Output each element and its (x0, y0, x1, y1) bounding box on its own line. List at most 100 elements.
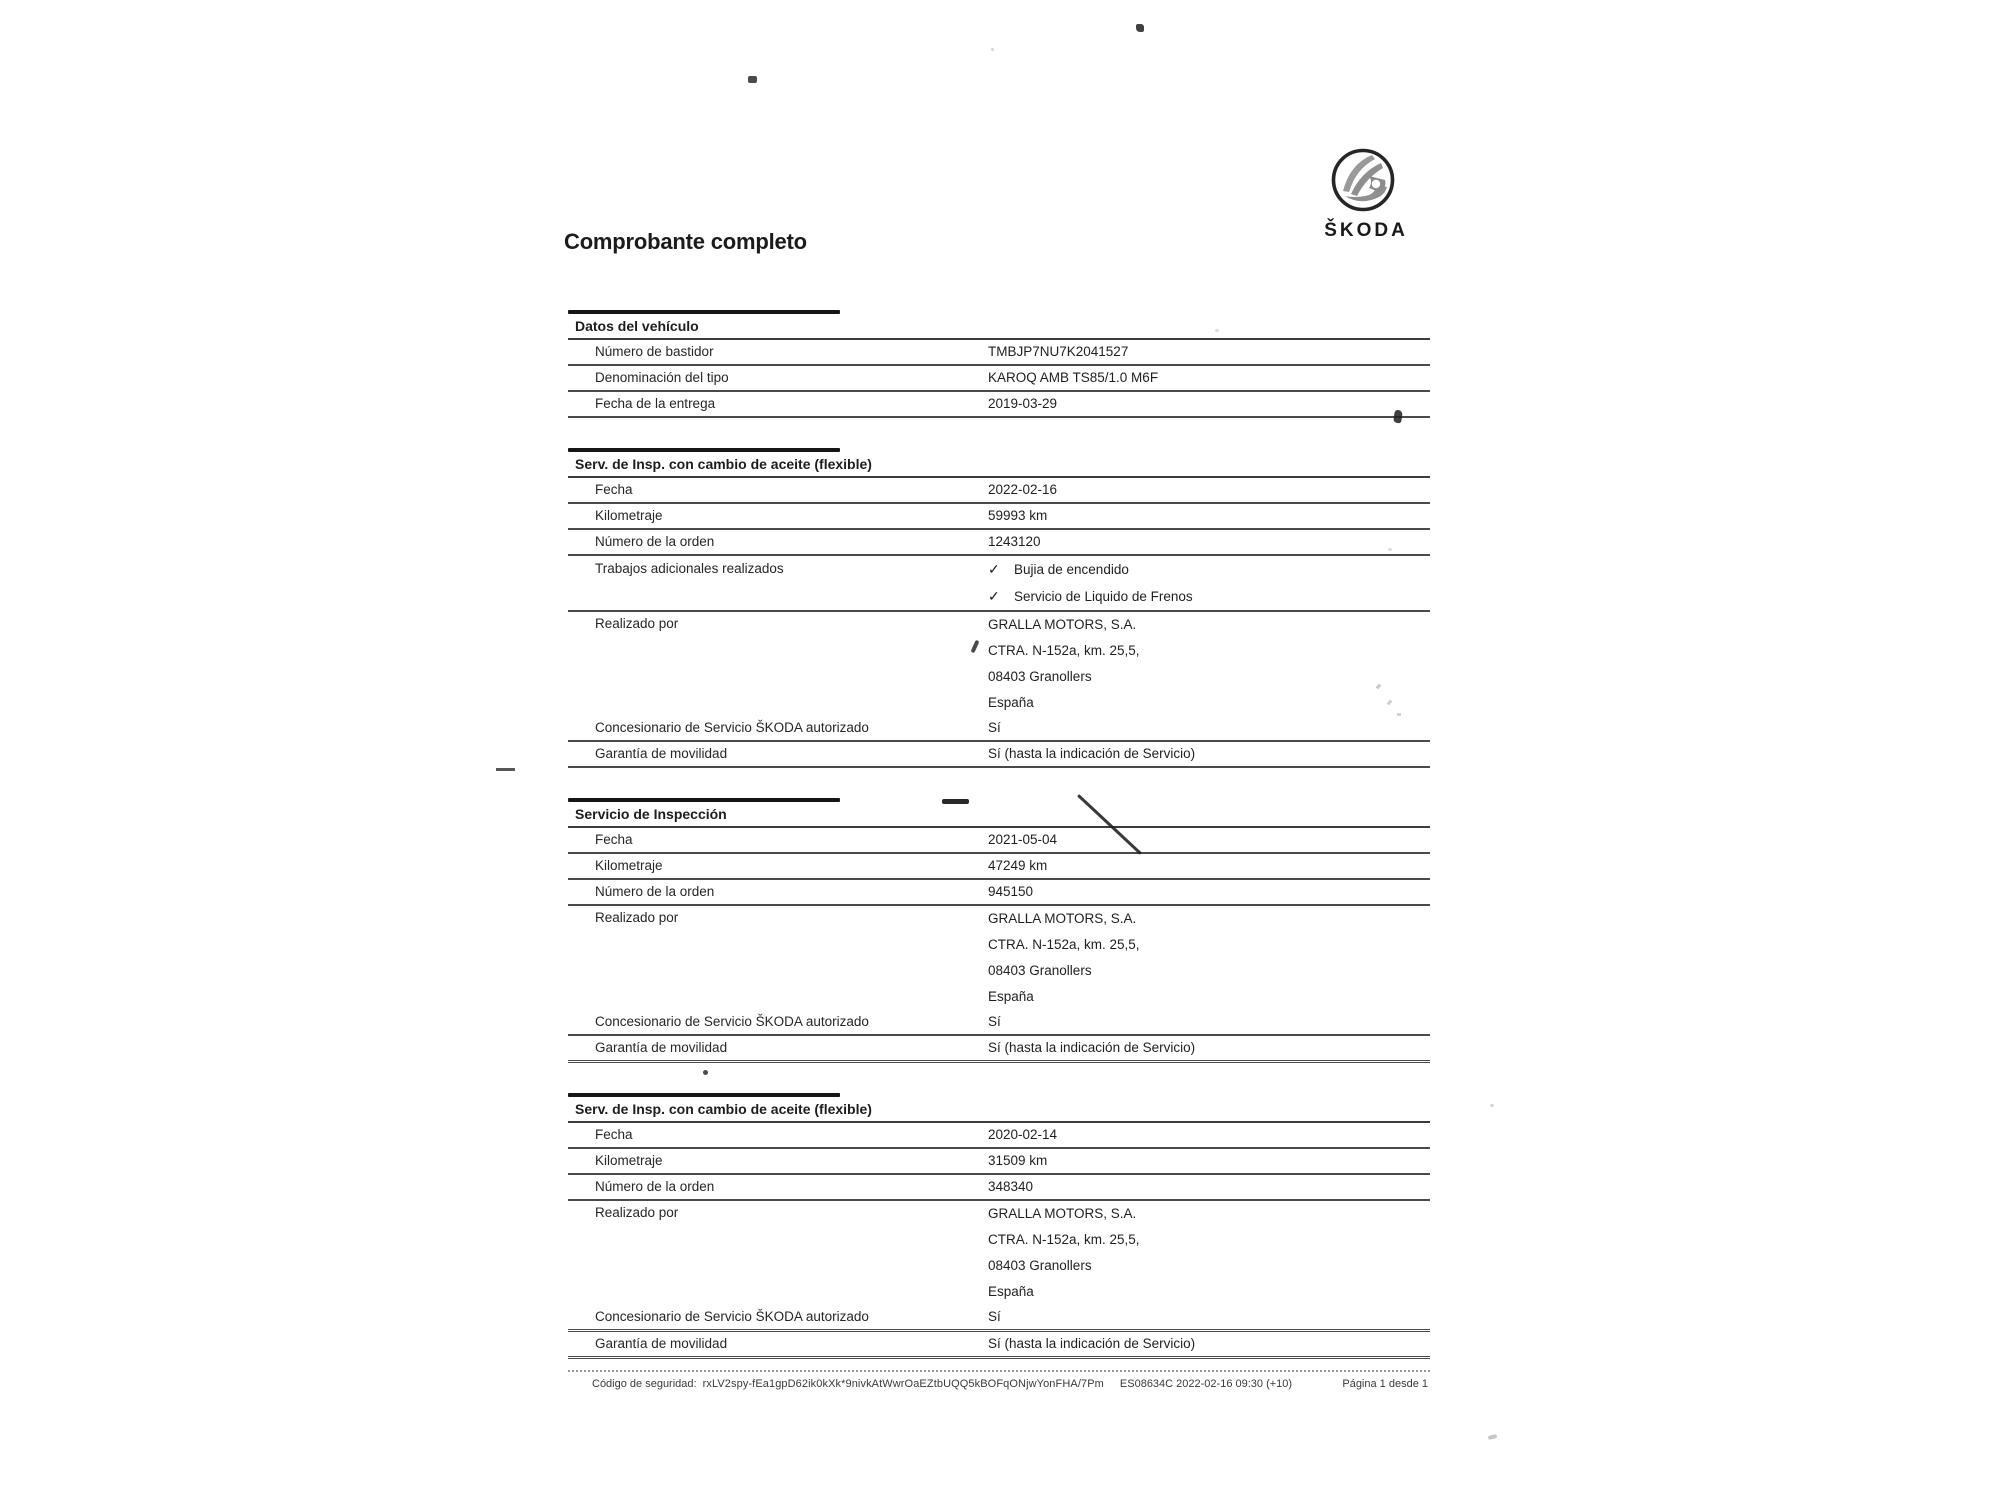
section-bar (568, 448, 840, 452)
pen-dash (496, 768, 515, 771)
address-line: GRALLA MOTORS, S.A. (988, 1206, 1137, 1221)
scan-mark (1215, 329, 1219, 332)
table-row-address: Realizado por GRALLA MOTORS, S.A. CTRA. … (568, 906, 1430, 1010)
check-icon: ✓ (988, 561, 1000, 577)
scan-mark (1388, 548, 1392, 551)
table-row: Concesionario de Servicio ŠKODA autoriza… (568, 1305, 1430, 1332)
row-label: Número de la orden (595, 534, 715, 549)
section-bar (568, 310, 840, 314)
scan-mark (748, 76, 757, 83)
row-value: GRALLA MOTORS, S.A. CTRA. N-152a, km. 25… (988, 612, 1430, 716)
table-row: Número de la orden 945150 (568, 880, 1430, 906)
row-label: Kilometraje (595, 508, 663, 523)
section-bar (568, 1093, 840, 1097)
row-value: Sí (hasta la indicación de Servicio) (988, 746, 1196, 761)
row-value: 47249 km (988, 858, 1048, 873)
row-label: Concesionario de Servicio ŠKODA autoriza… (595, 720, 869, 735)
address-line: GRALLA MOTORS, S.A. (988, 617, 1137, 632)
page-footer: Código de seguridad: rxLV2spy-fEa1gpD62i… (568, 1370, 1430, 1390)
table-row: Kilometraje 31509 km (568, 1149, 1430, 1175)
row-label: Número de la orden (595, 1179, 715, 1194)
row-value: TMBJP7NU7K2041527 (988, 344, 1129, 359)
row-label: Número de la orden (595, 884, 715, 899)
address-line: España (988, 1284, 1034, 1299)
row-label: Denominación del tipo (595, 370, 729, 385)
row-value: 2019-03-29 (988, 396, 1058, 411)
row-label: Garantía de movilidad (595, 1040, 728, 1055)
row-label: Garantía de movilidad (595, 1336, 728, 1351)
row-value: 2021-05-04 (988, 832, 1058, 847)
row-label: Realizado por (595, 616, 679, 631)
skoda-logo: ŠKODA (1325, 148, 1408, 241)
address-line: España (988, 695, 1034, 710)
scan-mark (991, 48, 994, 51)
address-line: CTRA. N-152a, km. 25,5, (988, 937, 1140, 952)
row-label: Fecha (595, 482, 633, 497)
row-value: Sí (hasta la indicación de Servicio) (988, 1040, 1196, 1055)
row-value: 31509 km (988, 1153, 1048, 1168)
table-row: Garantía de movilidad Sí (hasta la indic… (568, 1332, 1430, 1359)
table-row: Número de la orden 1243120 (568, 530, 1430, 556)
row-value: ✓ Bujia de encendido ✓ Servicio de Liquido… (988, 556, 1430, 610)
row-label: Realizado por (595, 1205, 679, 1220)
document-reference: ES08634C 2022-02-16 09:30 (+10) (1119, 1378, 1293, 1390)
address-line: 08403 Granollers (988, 1258, 1092, 1273)
security-code-label: Código de seguridad: (592, 1378, 697, 1390)
table-row: Denominación del tipo KAROQ AMB TS85/1.0… (568, 366, 1430, 392)
address-line: 08403 Granollers (988, 669, 1092, 684)
document-body: Comprobante completo Datos del vehículo … (564, 0, 1430, 1390)
row-label: Fecha de la entrega (595, 396, 716, 411)
row-label: Fecha (595, 832, 633, 847)
row-label: Kilometraje (595, 858, 663, 873)
address-line: CTRA. N-152a, km. 25,5, (988, 1232, 1140, 1247)
page-title: Comprobante completo (564, 229, 807, 254)
address-line: 08403 Granollers (988, 963, 1092, 978)
row-label: Garantía de movilidad (595, 746, 728, 761)
table-row: Fecha 2020-02-14 (568, 1123, 1430, 1149)
table-row: Kilometraje 59993 km (568, 504, 1430, 530)
row-value: Sí (988, 720, 1001, 735)
scan-mark (1397, 713, 1401, 716)
row-value: 348340 (988, 1179, 1034, 1194)
checklist-item-label: Bujia de encendido (1014, 562, 1129, 577)
row-value: KAROQ AMB TS85/1.0 M6F (988, 370, 1159, 385)
row-value: 2020-02-14 (988, 1127, 1058, 1142)
row-value: Sí (hasta la indicación de Servicio) (988, 1336, 1196, 1351)
table-row: Concesionario de Servicio ŠKODA autoriza… (568, 1010, 1430, 1036)
security-code-value: rxLV2spy-fEa1gpD62ik0kXk*9nivkAtWwrOaEZt… (702, 1378, 1104, 1390)
checklist-item-label: Servicio de Liquido de Frenos (1014, 589, 1193, 604)
pen-dash (942, 799, 969, 804)
address-line: CTRA. N-152a, km. 25,5, (988, 643, 1140, 658)
row-value: Sí (988, 1014, 1001, 1029)
row-label: Kilometraje (595, 1153, 663, 1168)
table-row-checklist: Trabajos adicionales realizados ✓ Bujia d… (568, 556, 1430, 612)
section-heading: Servicio de Inspección (568, 802, 1430, 828)
skoda-wordmark: ŠKODA (1325, 219, 1408, 241)
table-row: Fecha 2021-05-04 (568, 828, 1430, 854)
section-inspection-2021: Servicio de Inspección Fecha 2021-05-04 … (568, 798, 1430, 1063)
row-label: Número de bastidor (595, 344, 714, 359)
table-row: Fecha 2022-02-16 (568, 478, 1430, 504)
table-row: Número de la orden 348340 (568, 1175, 1430, 1201)
table-row: Garantía de movilidad Sí (hasta la indic… (568, 742, 1430, 768)
row-value: 1243120 (988, 534, 1041, 549)
scan-mark (703, 1070, 708, 1075)
row-value: 2022-02-16 (988, 482, 1058, 497)
check-icon: ✓ (988, 588, 1000, 604)
row-label: Trabajos adicionales realizados (595, 561, 784, 576)
table-row-address: Realizado por GRALLA MOTORS, S.A. CTRA. … (568, 1201, 1430, 1305)
section-bar (568, 798, 840, 802)
row-label: Realizado por (595, 910, 679, 925)
checklist-item: ✓ Servicio de Liquido de Frenos (988, 583, 1430, 610)
row-label: Concesionario de Servicio ŠKODA autoriza… (595, 1014, 869, 1029)
row-label: Concesionario de Servicio ŠKODA autoriza… (595, 1309, 869, 1324)
checklist-item: ✓ Bujia de encendido (988, 556, 1430, 583)
section-heading: Serv. de Insp. con cambio de aceite (fle… (568, 452, 1430, 478)
row-value: GRALLA MOTORS, S.A. CTRA. N-152a, km. 25… (988, 1201, 1430, 1305)
section-vehicle-data: Datos del vehículo Número de bastidor TM… (568, 310, 1430, 418)
table-row-address: Realizado por GRALLA MOTORS, S.A. CTRA. … (568, 612, 1430, 716)
row-value: Sí (988, 1309, 1001, 1324)
table-row: Número de bastidor TMBJP7NU7K2041527 (568, 340, 1430, 366)
row-value: 59993 km (988, 508, 1048, 523)
